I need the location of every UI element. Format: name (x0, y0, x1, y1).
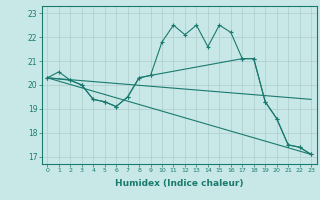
X-axis label: Humidex (Indice chaleur): Humidex (Indice chaleur) (115, 179, 244, 188)
